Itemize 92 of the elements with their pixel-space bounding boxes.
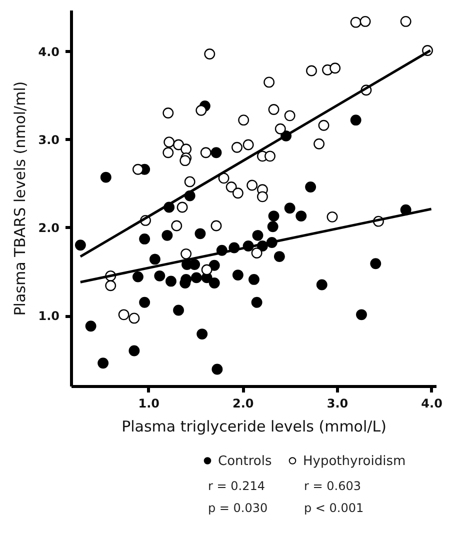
point <box>242 139 254 150</box>
point <box>149 254 160 265</box>
point <box>238 114 250 126</box>
y-axis-title: Plasma TBARS levels (nmol/ml) <box>11 81 30 316</box>
point <box>274 251 285 262</box>
legend-label: Hypothyroidism <box>303 454 406 469</box>
point <box>162 230 173 241</box>
point <box>226 182 237 192</box>
point <box>190 272 202 284</box>
point <box>154 270 166 282</box>
point <box>264 150 276 162</box>
y-tick-label: 1.0 <box>38 309 60 324</box>
point <box>350 16 362 28</box>
x-tick-label: 4.0 <box>421 396 442 410</box>
point <box>208 260 220 271</box>
x-axis-title: Plasma triglyceride levels (mmol/L) <box>122 418 386 436</box>
point <box>251 248 262 258</box>
point <box>180 144 192 155</box>
point <box>200 147 212 158</box>
point <box>248 274 260 285</box>
point <box>232 188 244 199</box>
point <box>370 258 382 270</box>
point <box>350 114 362 126</box>
point <box>162 108 174 118</box>
point <box>232 270 244 281</box>
x-tick-label: 2.0 <box>232 396 254 410</box>
point <box>164 136 175 148</box>
point <box>166 276 176 287</box>
x-tick-label: 1.0 <box>138 396 160 410</box>
point <box>316 279 328 290</box>
point <box>208 278 220 288</box>
point <box>189 259 200 270</box>
point <box>210 220 222 232</box>
text: p = 0.030 <box>208 501 269 515</box>
point <box>246 180 258 191</box>
y-tick-label: 2.0 <box>38 221 60 235</box>
point <box>212 364 223 375</box>
point <box>268 104 280 115</box>
point <box>264 76 275 88</box>
point <box>162 147 174 158</box>
point <box>314 138 325 150</box>
legend-label: Controls <box>218 454 272 469</box>
point <box>132 271 144 282</box>
text: r = 0.603 <box>304 479 362 493</box>
point <box>128 345 140 356</box>
point <box>360 16 371 27</box>
point <box>284 202 296 214</box>
point <box>256 191 268 202</box>
point <box>305 182 316 192</box>
point <box>218 172 230 184</box>
point <box>196 328 208 340</box>
point <box>268 210 280 222</box>
point <box>356 309 367 320</box>
point <box>210 147 222 158</box>
point <box>184 176 196 188</box>
point <box>85 320 96 332</box>
point <box>400 16 412 27</box>
point <box>196 104 207 116</box>
point <box>118 309 130 320</box>
point <box>171 220 182 232</box>
point <box>318 120 330 131</box>
point <box>139 296 150 308</box>
text: r = 0.214 <box>208 479 266 493</box>
point <box>326 211 338 222</box>
point <box>139 233 150 244</box>
point <box>306 65 317 76</box>
point <box>180 155 191 166</box>
point <box>173 139 184 150</box>
point <box>194 228 206 240</box>
point <box>201 264 212 276</box>
point <box>232 142 242 153</box>
point <box>128 312 140 324</box>
text: p < 0.001 <box>304 501 365 515</box>
point <box>274 123 286 134</box>
point <box>180 248 192 260</box>
point <box>284 110 296 122</box>
point <box>330 62 341 74</box>
point <box>204 48 216 60</box>
point <box>132 164 144 175</box>
y-tick-label: 4.0 <box>38 44 60 59</box>
point <box>100 172 112 183</box>
point <box>251 296 262 308</box>
point <box>98 358 109 369</box>
point <box>176 202 188 213</box>
point <box>173 304 184 316</box>
point <box>296 210 307 222</box>
point <box>105 280 116 292</box>
point <box>74 240 86 251</box>
y-tick-label: 3.0 <box>38 132 60 147</box>
point <box>267 221 278 232</box>
point <box>252 230 264 241</box>
x-tick-label: 3.0 <box>326 396 348 410</box>
